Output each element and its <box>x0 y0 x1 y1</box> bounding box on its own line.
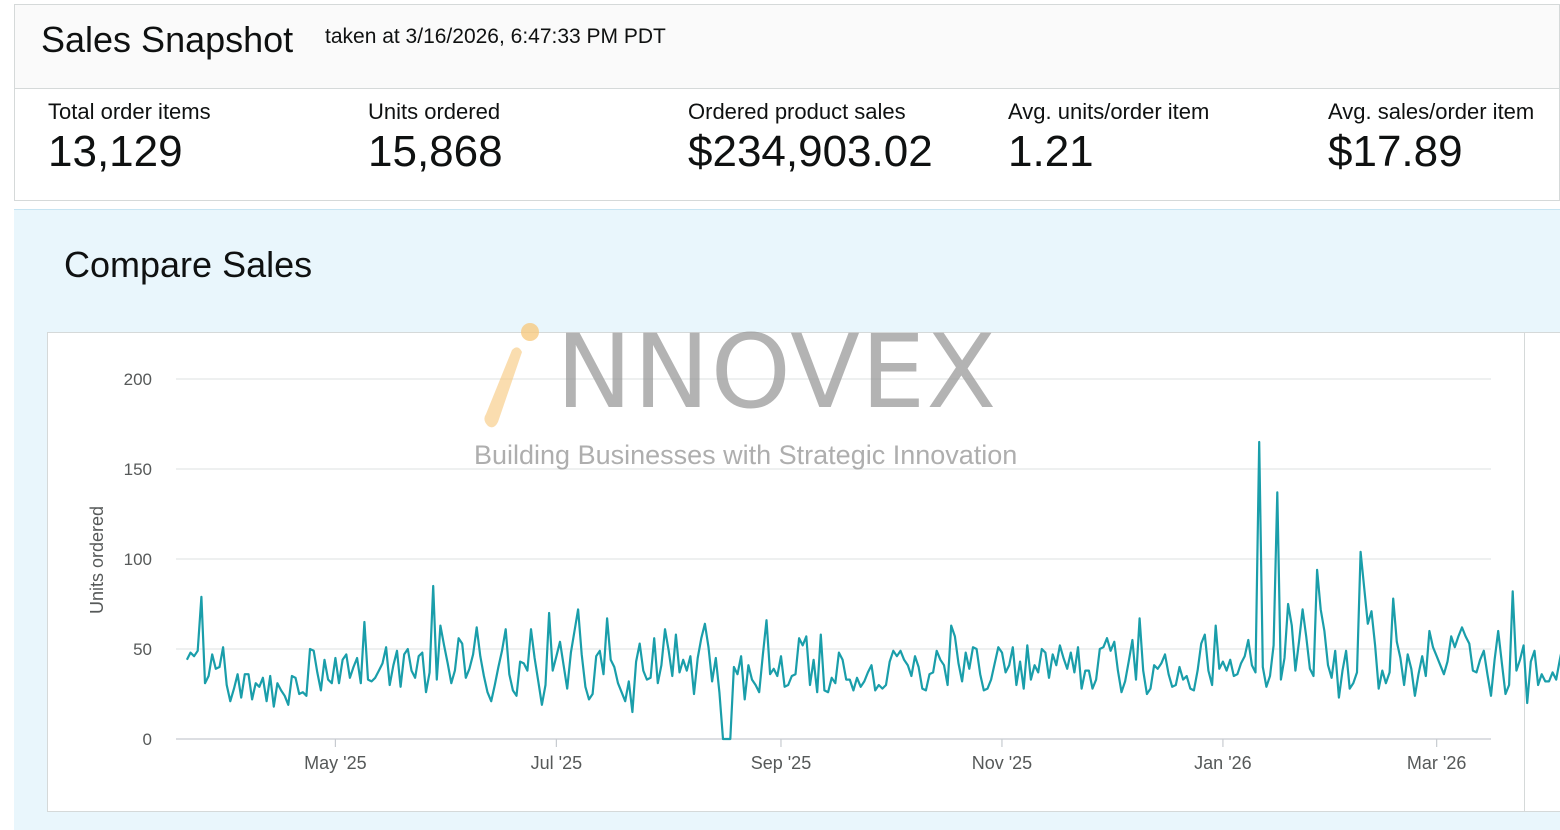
metric-label: Avg. units/order item <box>1008 99 1210 124</box>
snapshot-timestamp: taken at 3/16/2026, 6:47:33 PM PDT <box>325 25 666 48</box>
metric-units-ordered: Units ordered 15,868 <box>368 99 503 177</box>
metric-label: Units ordered <box>368 99 501 124</box>
metric-value: 13,129 <box>48 127 183 176</box>
metric-value: 1.21 <box>1008 127 1094 176</box>
watermark-tagline: Building Businesses with Strategic Innov… <box>474 440 1018 470</box>
metric-value: 15,868 <box>368 127 503 176</box>
compare-sales-panel: Compare Sales <box>14 209 1560 830</box>
watermark-brand: NNOVEX <box>556 313 998 432</box>
metric-value: $234,903.02 <box>688 127 933 176</box>
snapshot-header: Sales Snapshot taken at 3/16/2026, 6:47:… <box>14 4 1560 88</box>
metric-total-order-items: Total order items 13,129 <box>48 99 211 177</box>
metric-label: Ordered product sales <box>688 99 906 124</box>
metric-avg-sales-per-order-item: Avg. sales/order item $17.89 <box>1328 99 1534 177</box>
metric-avg-units-per-order-item: Avg. units/order item 1.21 <box>1008 99 1209 177</box>
metric-value: $17.89 <box>1328 127 1463 176</box>
metric-label: Total order items <box>48 99 211 124</box>
metrics-bar: Total order items 13,129 Units ordered 1… <box>14 88 1560 201</box>
chart-side-panel <box>1525 332 1560 812</box>
metric-label: Avg. sales/order item <box>1328 99 1535 124</box>
page-title: Sales Snapshot <box>41 19 294 60</box>
watermark-i-glyph <box>484 323 539 428</box>
compare-sales-title: Compare Sales <box>64 244 313 285</box>
metric-ordered-product-sales: Ordered product sales $234,903.02 <box>688 99 933 177</box>
